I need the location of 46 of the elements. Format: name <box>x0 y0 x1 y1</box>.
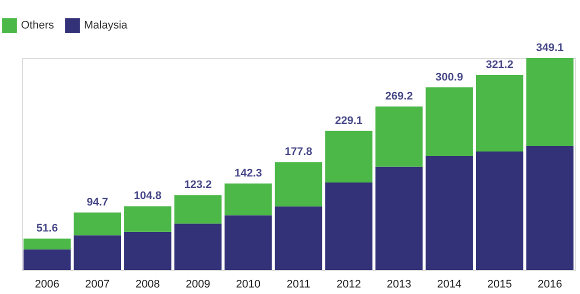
annotation: 321.2 <box>486 58 514 71</box>
annotation: 177.8 <box>284 146 312 158</box>
bar <box>325 130 372 182</box>
x-tick-label: 2013 <box>386 278 412 290</box>
bar <box>526 146 574 270</box>
bar <box>174 195 222 224</box>
bar <box>24 238 71 250</box>
bar <box>124 232 172 270</box>
bar <box>24 249 71 270</box>
annotation: 300.9 <box>436 71 464 84</box>
bar <box>526 58 574 146</box>
x-tick-label: 2006 <box>34 278 60 290</box>
x-tick-label: 2010 <box>236 278 260 290</box>
bar <box>224 215 272 270</box>
annotation: 51.6 <box>36 222 58 235</box>
bar <box>124 206 172 232</box>
bar <box>375 106 423 167</box>
bar <box>174 224 222 270</box>
bar <box>274 162 322 206</box>
annotation: 349.1 <box>536 42 564 54</box>
bar <box>426 156 473 270</box>
bar <box>224 184 272 216</box>
x-tick-label: 2007 <box>85 278 110 290</box>
x-tick-label: 2012 <box>336 278 362 290</box>
annotation: 269.2 <box>385 90 413 103</box>
annotation: 94.7 <box>86 196 108 209</box>
x-tick-label: 2009 <box>186 278 210 290</box>
bar <box>476 151 524 270</box>
legend-label: Others <box>21 20 55 32</box>
bar <box>375 166 423 270</box>
annotation: 229.1 <box>335 114 363 127</box>
bar <box>426 87 473 156</box>
x-tick-label: 2015 <box>487 278 512 290</box>
legend-label: Malaysia <box>84 20 128 32</box>
annotation: 142.3 <box>234 168 262 180</box>
x-tick-label: 2016 <box>538 278 562 290</box>
bar <box>74 212 122 236</box>
bar <box>476 74 524 152</box>
bar <box>274 206 322 270</box>
x-tick-label: 2008 <box>135 278 160 290</box>
bar <box>74 235 122 270</box>
annotation: 123.2 <box>184 179 212 192</box>
x-tick-label: 2014 <box>437 278 462 290</box>
x-tick-label: 2011 <box>286 278 310 290</box>
annotation: 104.8 <box>134 190 162 202</box>
bar <box>325 182 372 270</box>
